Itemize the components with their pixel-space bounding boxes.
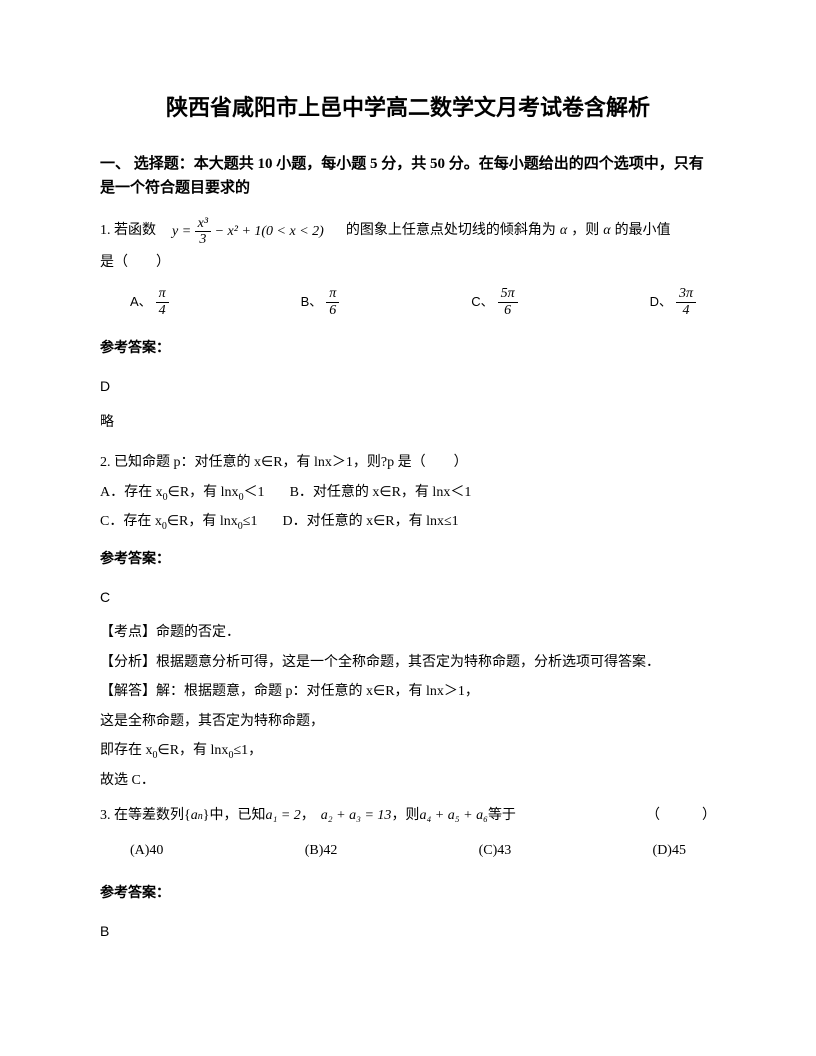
- q1-option-b: B、 π6: [301, 286, 340, 318]
- q1-stem-line2: 是（ ）: [100, 248, 716, 279]
- q2-answer-label: 参考答案：: [100, 545, 716, 576]
- q3-answer-label: 参考答案：: [100, 879, 716, 910]
- q2-solve3: 即存在 x0∈R，有 lnx0≤1，: [100, 736, 716, 766]
- q2-row2: C．存在 x0∈R，有 lnx0≤1 D．对任意的 x∈R，有 lnx≤1: [100, 508, 716, 537]
- q1-option-d: D、 3π4: [650, 286, 696, 318]
- q2-solve1: 【解答】解：根据题意，命题 p：对任意的 x∈R，有 lnx＞1，: [100, 677, 716, 706]
- q2-analysis-text: 【分析】根据题意分析可得，这是一个全称命题，其否定为特称命题，分析选项可得答案．: [100, 648, 716, 677]
- q3-cond2: a₂ + a₃ = 13: [321, 801, 392, 832]
- q3-options: (A)40 (B)42 (C)43 (D)45: [100, 832, 716, 871]
- q3-option-b: (B)42: [305, 836, 338, 867]
- question-1: 1. 若函数 y = x³3 − x² + 1(0 < x < 2) 的图象上任…: [100, 216, 716, 439]
- section-1-header: 一、 选择题：本大题共 10 小题，每小题 5 分，共 50 分。在每小题给出的…: [100, 152, 716, 200]
- q1-answer-label: 参考答案：: [100, 334, 716, 365]
- q1-prefix: 1. 若函数: [100, 216, 156, 247]
- q1-text-after: ，则: [571, 216, 599, 247]
- question-2: 2. 已知命题 p：对任意的 x∈R，有 lnx＞1，则?p 是（ ） A．存在…: [100, 448, 716, 795]
- q1-formula: y = x³3 − x² + 1(0 < x < 2): [172, 216, 324, 248]
- q1-brief: 略: [100, 408, 716, 439]
- q3-option-c: (C)43: [479, 836, 512, 867]
- q3-stem: 3. 在等差数列{ an }中，已知 a₁ = 2 ， a₂ + a₃ = 13…: [100, 801, 716, 832]
- q1-options: A、 π4 B、 π6 C、 5π6 D、 3π4: [100, 278, 716, 326]
- q3-option-d: (D)45: [653, 836, 686, 867]
- q2-stem: 2. 已知命题 p：对任意的 x∈R，有 lnx＞1，则?p 是（ ）: [100, 448, 716, 479]
- alpha-symbol-2: α: [603, 216, 610, 247]
- q2-row1: A．存在 x0∈R，有 lnx0＜1 B．对任意的 x∈R，有 lnx＜1: [100, 479, 716, 508]
- alpha-symbol: α: [560, 216, 567, 247]
- q2-point: 【考点】命题的否定．: [100, 618, 716, 647]
- q2-solve4: 故选 C．: [100, 766, 716, 795]
- q1-answer: D: [100, 371, 716, 402]
- q3-cond3: a₄ + a₅ + a₆: [419, 801, 488, 832]
- q2-solve2: 这是全称命题，其否定为特称命题，: [100, 707, 716, 736]
- q3-answer: B: [100, 916, 716, 947]
- q1-text-mid: 的图象上任意点处切线的倾斜角为: [346, 216, 556, 247]
- q3-option-a: (A)40: [130, 836, 163, 867]
- q2-analysis: 【考点】命题的否定． 【分析】根据题意分析可得，这是一个全称命题，其否定为特称命…: [100, 618, 716, 795]
- q1-option-a: A、 π4: [130, 286, 169, 318]
- q3-cond1: a₁ = 2: [265, 801, 300, 832]
- q1-text-end: 的最小值: [615, 216, 671, 247]
- question-3: 3. 在等差数列{ an }中，已知 a₁ = 2 ， a₂ + a₃ = 13…: [100, 801, 716, 946]
- q1-stem-line1: 1. 若函数 y = x³3 − x² + 1(0 < x < 2) 的图象上任…: [100, 216, 716, 248]
- q2-options: A．存在 x0∈R，有 lnx0＜1 B．对任意的 x∈R，有 lnx＜1 C．…: [100, 479, 716, 537]
- q2-answer: C: [100, 582, 716, 613]
- q1-option-c: C、 5π6: [471, 286, 517, 318]
- exam-title: 陕西省咸阳市上邑中学高二数学文月考试卷含解析: [100, 88, 716, 128]
